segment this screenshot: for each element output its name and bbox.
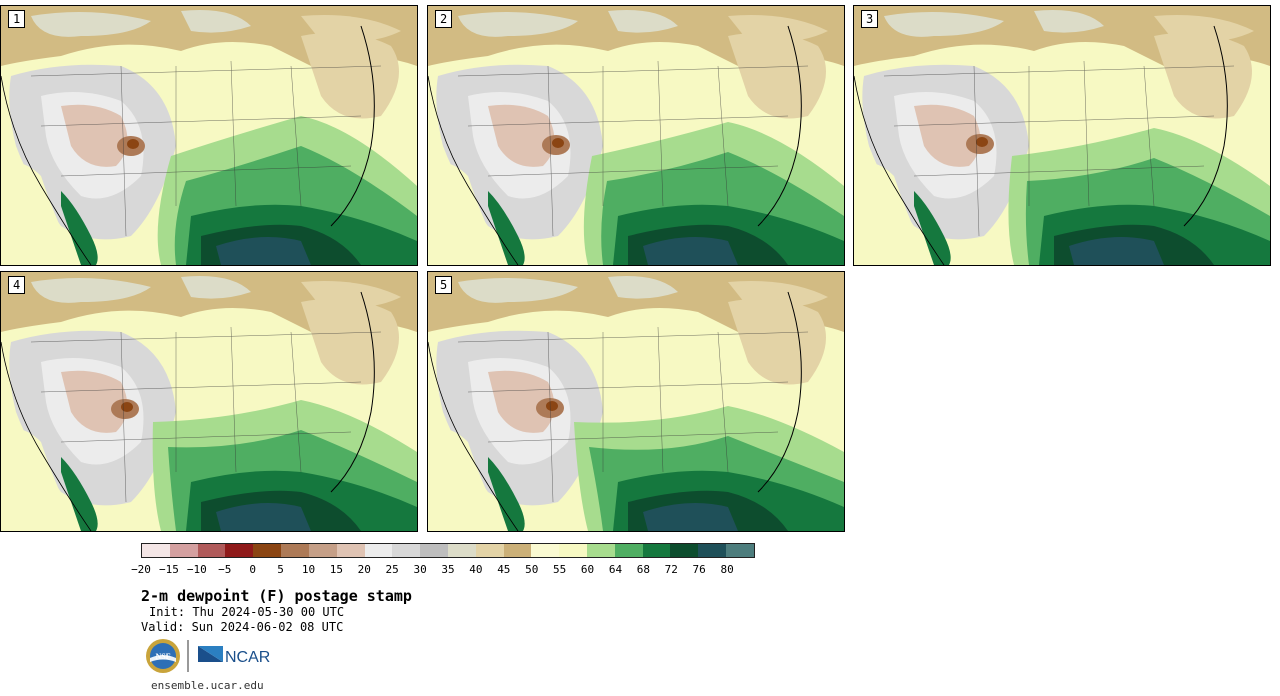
panel-3: 3 (853, 5, 1271, 266)
colorbar-tick-label: 68 (636, 563, 650, 576)
colorbar-tick-label: 25 (385, 563, 399, 576)
valid-time: Valid: Sun 2024-06-02 08 UTC (141, 620, 344, 634)
colorbar-tick-label: −15 (158, 563, 179, 576)
colorbar-swatch (503, 544, 532, 557)
panel-number: 2 (435, 10, 453, 28)
nsf-logo: NSF (146, 639, 180, 673)
colorbar-tick-label: 5 (277, 563, 284, 576)
panel-5: 5 (427, 271, 845, 532)
nsf-logo-text: NSF (155, 652, 170, 661)
colorbar-tick-label: −20 (131, 563, 151, 576)
figure-title: 2-m dewpoint (F) postage stamp (141, 587, 412, 605)
colorbar-swatch (281, 544, 309, 557)
colorbar-swatch (420, 544, 448, 557)
colorbar-tick-label: −5 (218, 563, 232, 576)
colorbar-swatch (364, 544, 393, 557)
colorbar-swatch (169, 544, 198, 557)
colorbar-swatch (614, 544, 643, 557)
panel-2: 2 (427, 5, 845, 266)
colorbar-tick-label: 40 (469, 563, 483, 576)
colorbar-tick-label: 55 (553, 563, 567, 576)
colorbar-tick-label: 72 (664, 563, 678, 576)
colorbar-swatch (531, 544, 560, 557)
colorbar-swatch (225, 544, 254, 557)
colorbar-swatch (336, 544, 365, 557)
colorbar-tick-label: 15 (329, 563, 343, 576)
colorbar-swatch (392, 544, 421, 557)
colorbar-swatch (642, 544, 671, 557)
panel-number: 1 (8, 10, 26, 28)
colorbar-tick-label: 80 (720, 563, 734, 576)
panel-number: 3 (861, 10, 879, 28)
colorbar-tick-label: 76 (692, 563, 706, 576)
panel-1: 1 (0, 5, 418, 266)
colorbar-tick-label: 20 (357, 563, 371, 576)
logos: NSF NCAR (145, 638, 285, 676)
panel-number: 4 (8, 276, 26, 294)
ncar-logo: NCAR (198, 646, 270, 666)
colorbar-swatch (308, 544, 337, 557)
colorbar-swatch (253, 544, 282, 557)
panel-4: 4 (0, 271, 418, 532)
colorbar-tick-label: 45 (497, 563, 511, 576)
colorbar-swatch (559, 544, 587, 557)
colorbar-swatch (142, 544, 170, 557)
colorbar-swatch (587, 544, 615, 557)
colorbar-tick-label: 30 (413, 563, 427, 576)
colorbar-swatch (447, 544, 476, 557)
colorbar-swatch (698, 544, 727, 557)
colorbar-tick-label: 64 (608, 563, 623, 576)
colorbar-tick-label: 0 (249, 563, 256, 576)
colorbar-swatch (475, 544, 504, 557)
init-time: Init: Thu 2024-05-30 00 UTC (149, 605, 345, 619)
source-url: ensemble.ucar.edu (151, 679, 264, 692)
colorbar-swatch (197, 544, 226, 557)
ncar-logo-text: NCAR (225, 649, 270, 666)
colorbar-swatch (670, 544, 699, 557)
colorbar-tick-label: 60 (580, 563, 595, 576)
colorbar-ticks: −20 −15 −10 −5 0 5 10 15 20 25 30 35 40 45 50 55 60 64 68 7… (131, 563, 755, 577)
colorbar-swatch (726, 544, 754, 557)
colorbar-tick-label: 10 (301, 563, 316, 576)
colorbar-tick-label: −10 (186, 563, 207, 576)
colorbar-tick-label: 50 (525, 563, 539, 576)
panel-number: 5 (435, 276, 453, 294)
colorbar-tick-label: 35 (441, 563, 455, 576)
colorbar (141, 543, 755, 558)
